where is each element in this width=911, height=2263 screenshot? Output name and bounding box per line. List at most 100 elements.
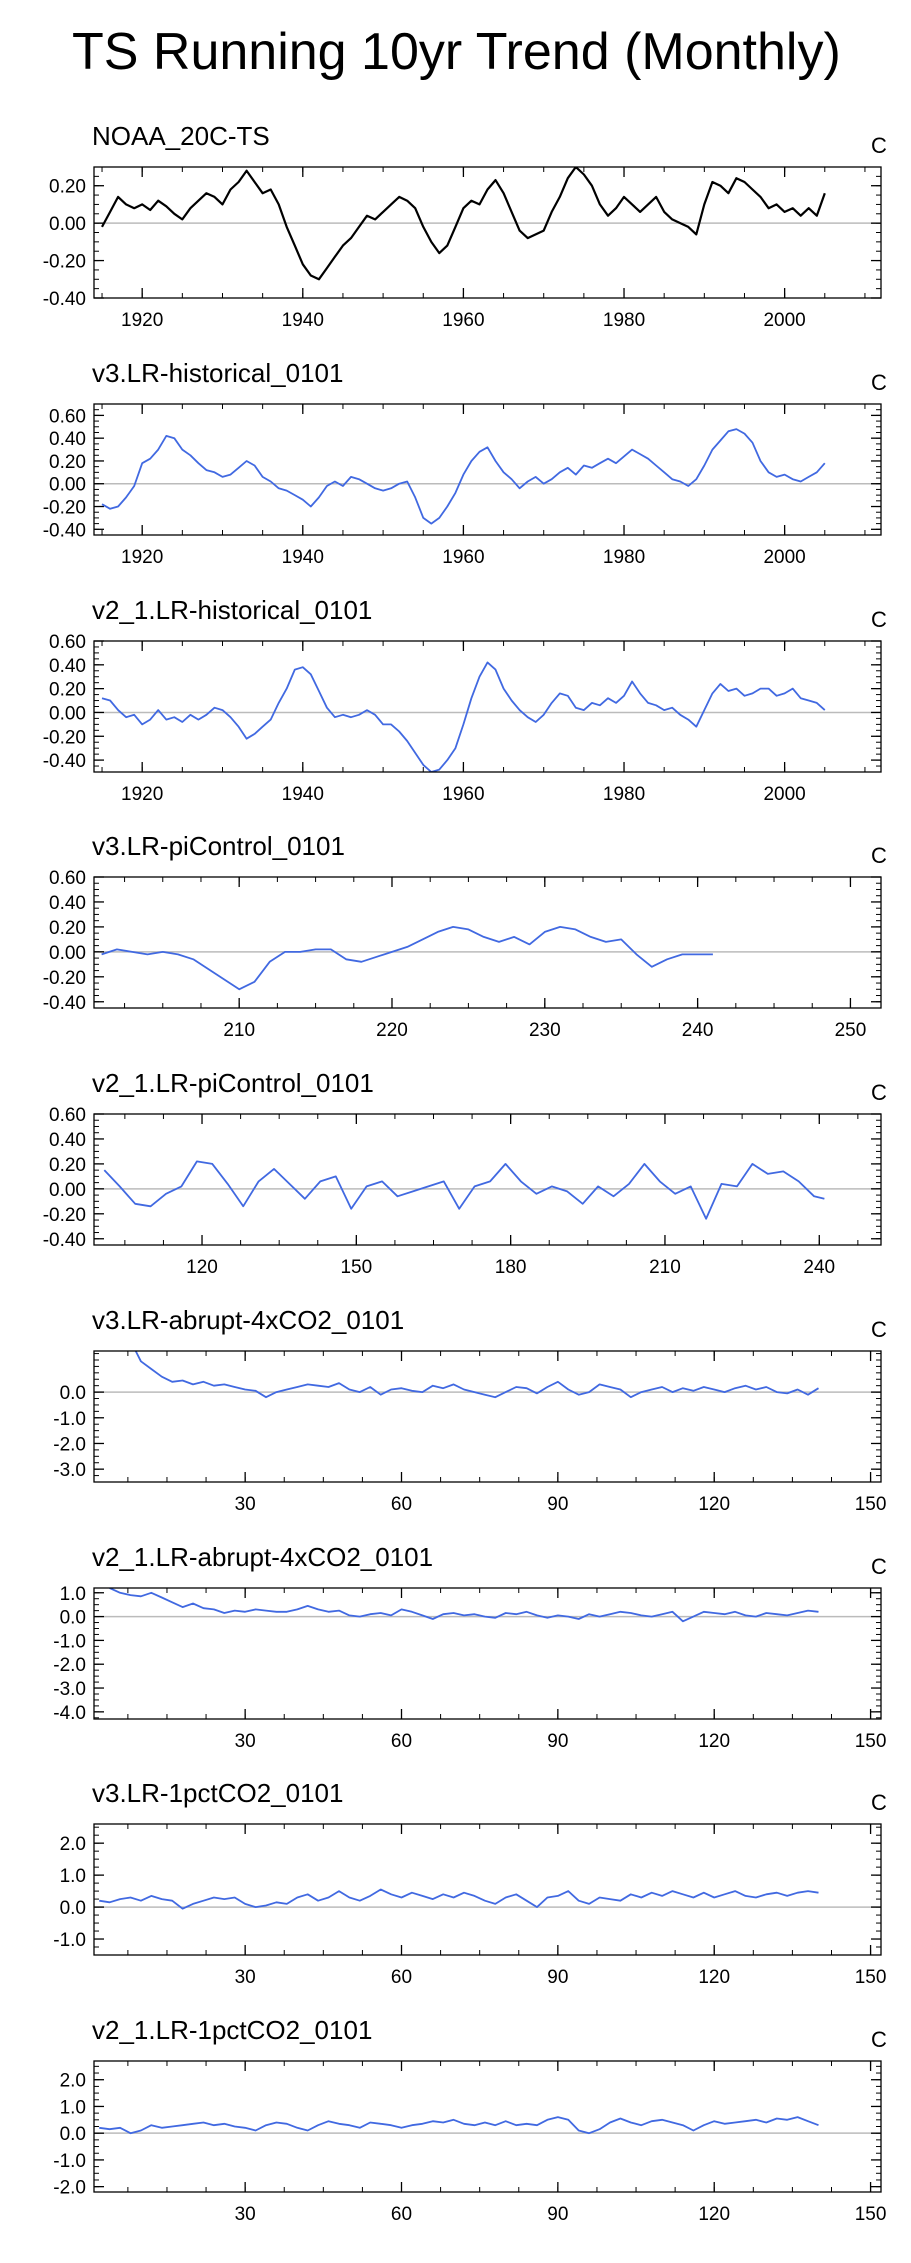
- x-tick-label: 1980: [603, 547, 645, 568]
- units-label: C: [871, 370, 887, 395]
- x-tick-label: 60: [391, 1494, 412, 1515]
- y-tick-label: -0.20: [43, 1205, 86, 1226]
- y-tick-label: 0.20: [49, 918, 86, 939]
- y-tick-label: 0.60: [49, 406, 86, 427]
- plot-frame: [93, 640, 882, 773]
- x-tick-label: 250: [835, 1020, 867, 1041]
- y-tick-label: 1.0: [60, 1584, 86, 1605]
- y-tick-label: -0.40: [43, 1230, 86, 1251]
- x-tick-label: 230: [529, 1020, 561, 1041]
- x-tick-label: 120: [698, 1494, 730, 1515]
- y-tick-label: 1.0: [60, 1866, 86, 1887]
- x-tick-label: 2000: [763, 547, 805, 568]
- plot-frame: [93, 1113, 882, 1246]
- x-tick-label: 1960: [442, 547, 484, 568]
- chart-title: v3.LR-abrupt-4xCO2_0101: [92, 1305, 404, 1335]
- x-tick-label: 1920: [121, 784, 163, 805]
- x-tick-label: 1920: [121, 547, 163, 568]
- chart-panel-2: v3.LR-historical_0101 C 1920 1940 1960 1980 20…: [43, 358, 887, 568]
- x-tick-label: 240: [803, 1257, 835, 1278]
- x-tick-label: 120: [186, 1257, 218, 1278]
- x-tick-label: 1940: [282, 547, 324, 568]
- units-label: C: [871, 1790, 887, 1815]
- y-tick-label: 0.20: [49, 452, 86, 473]
- chart-title: v2_1.LR-historical_0101: [92, 595, 372, 625]
- x-tick-label: 30: [235, 2204, 256, 2225]
- y-tick-label: -0.20: [43, 498, 86, 519]
- x-tick-label: 150: [855, 1494, 887, 1515]
- series-line: [99, 1888, 819, 1910]
- y-tick-label: 0.00: [49, 943, 86, 964]
- x-tick-label: 1980: [603, 310, 645, 331]
- y-tick-label: 0.40: [49, 656, 86, 677]
- x-tick-label: 90: [547, 1731, 568, 1752]
- y-tick-label: 0.00: [49, 703, 86, 724]
- units-label: C: [871, 1317, 887, 1342]
- x-tick-label: 240: [682, 1020, 714, 1041]
- units-label: C: [871, 607, 887, 632]
- y-tick-label: -3.0: [53, 1460, 86, 1481]
- x-tick-label: 60: [391, 1731, 412, 1752]
- x-tick-label: 30: [235, 1967, 256, 1988]
- y-tick-label: 0.60: [49, 1105, 86, 1126]
- x-tick-label: 90: [547, 2204, 568, 2225]
- chart-title: v3.LR-piControl_0101: [92, 831, 345, 861]
- chart-title: v3.LR-historical_0101: [92, 358, 343, 388]
- y-tick-label: 0.00: [49, 475, 86, 496]
- x-tick-label: 60: [391, 2204, 412, 2225]
- x-tick-label: 1960: [442, 784, 484, 805]
- x-tick-label: 1940: [282, 784, 324, 805]
- y-tick-label: 0.20: [49, 177, 86, 198]
- x-tick-label: 150: [855, 1967, 887, 1988]
- y-tick-label: 2.0: [60, 2071, 86, 2092]
- chart-panel-3: v2_1.LR-historical_0101 C 1920 1940 1960 1980…: [43, 595, 887, 805]
- series-line: [101, 428, 826, 525]
- x-tick-label: 210: [223, 1020, 255, 1041]
- chart-title: v2_1.LR-piControl_0101: [92, 1068, 374, 1098]
- y-tick-label: -0.20: [43, 252, 86, 273]
- y-tick-label: 0.0: [60, 1898, 86, 1919]
- plot-frame: [93, 166, 882, 299]
- x-tick-label: 2000: [763, 310, 805, 331]
- y-tick-label: 0.40: [49, 893, 86, 914]
- x-tick-label: 150: [855, 1731, 887, 1752]
- x-tick-label: 150: [855, 2204, 887, 2225]
- plot-frame: [93, 403, 882, 536]
- chart-panel-9: v2_1.LR-1pctCO2_0101 C 30 60 90 120 150 -2.0 -1.…: [53, 2015, 887, 2225]
- plot-frame: [93, 2060, 882, 2193]
- y-tick-label: 0.40: [49, 429, 86, 450]
- y-tick-label: 0.00: [49, 1180, 86, 1201]
- y-tick-label: -0.40: [43, 289, 86, 310]
- y-tick-label: 0.0: [60, 1608, 86, 1629]
- chart-title: NOAA_20C-TS: [92, 121, 270, 151]
- y-tick-label: -1.0: [53, 1409, 86, 1430]
- y-tick-label: 0.40: [49, 1130, 86, 1151]
- y-tick-label: -0.20: [43, 968, 86, 989]
- y-tick-label: 0.60: [49, 632, 86, 653]
- y-tick-label: -2.0: [53, 2178, 86, 2199]
- x-tick-label: 60: [391, 1967, 412, 1988]
- chart-panel-1: NOAA_20C-TS C 1920 1940 1960 1980 2000 -0.40 -0.…: [43, 121, 887, 331]
- plot-frame: [93, 1823, 882, 1956]
- y-tick-label: 1.0: [60, 2097, 86, 2118]
- units-label: C: [871, 2027, 887, 2052]
- plot-frame: [93, 1587, 882, 1720]
- y-tick-label: -1.0: [53, 1930, 86, 1951]
- y-tick-label: -4.0: [53, 1703, 86, 1724]
- plot-frame: [93, 1350, 882, 1483]
- x-tick-label: 2000: [763, 784, 805, 805]
- chart-title: v3.LR-1pctCO2_0101: [92, 1778, 343, 1808]
- x-tick-label: 210: [649, 1257, 681, 1278]
- y-tick-label: 0.60: [49, 868, 86, 889]
- x-tick-label: 90: [547, 1967, 568, 1988]
- chart-panel-8: v3.LR-1pctCO2_0101 C 30 60 90 120 150 -1.0 0.0 1.…: [53, 1778, 887, 1988]
- page-title: TS Running 10yr Trend (Monthly): [72, 23, 841, 81]
- y-tick-label: 0.0: [60, 1383, 86, 1404]
- chart-panel-6: v3.LR-abrupt-4xCO2_0101 C 30 60 90 120 150 -3.0…: [53, 1305, 887, 1515]
- plot-frame: [93, 876, 882, 1009]
- y-tick-label: 0.00: [49, 214, 86, 235]
- y-tick-label: -2.0: [53, 1434, 86, 1455]
- units-label: C: [871, 133, 887, 158]
- x-tick-label: 1920: [121, 310, 163, 331]
- series-line: [101, 926, 713, 991]
